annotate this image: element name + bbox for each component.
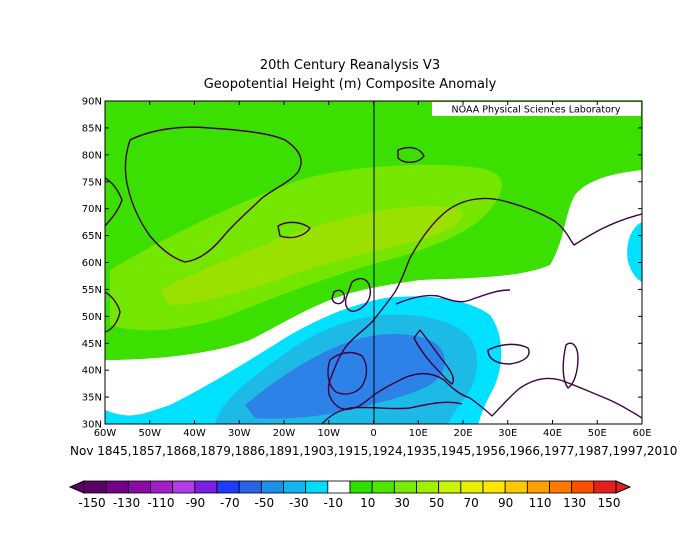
colorbar-swatch: [105, 480, 129, 494]
lon-tick-label: 40W: [183, 428, 206, 439]
lon-tick-label: 30W: [228, 428, 251, 439]
colorbar-swatch: [127, 480, 151, 494]
colorbar-swatch: [172, 480, 196, 494]
lon-tick-label: 10W: [317, 428, 340, 439]
lat-tick-label: 60N: [82, 258, 102, 269]
colorbar-swatch: [150, 480, 174, 494]
coast-eurasia: [327, 197, 642, 419]
coast-iberia: [327, 351, 368, 395]
contour-negative-east: [627, 222, 642, 282]
lon-tick-label: 30E: [498, 428, 517, 439]
colorbar-swatch: [349, 480, 373, 494]
colorbar-label: -110: [147, 496, 174, 510]
colorbar-swatch: [526, 480, 550, 494]
contour-positive-strong: [160, 205, 463, 305]
colorbar-swatch: [305, 480, 329, 494]
colorbar-swatch: [194, 480, 218, 494]
colorbar-label: -150: [78, 496, 105, 510]
colorbar-label: 90: [498, 496, 513, 510]
lon-tick-label: 40E: [543, 428, 562, 439]
lat-tick-label: 70N: [82, 204, 102, 215]
coast-iceland: [277, 221, 311, 239]
map-title: 20th Century Reanalysis V3: [259, 58, 441, 73]
coast-black-sea: [487, 343, 530, 365]
colorbar-swatch: [416, 480, 440, 494]
lat-tick-label: 75N: [82, 177, 102, 188]
colorbar-label: -130: [113, 496, 140, 510]
lat-tick-label: 45N: [82, 339, 102, 350]
lon-tick-label: 20E: [453, 428, 472, 439]
lat-tick-label: 35N: [82, 393, 102, 404]
coast-labrador: [105, 177, 123, 227]
coast-newfoundland: [105, 291, 121, 333]
colorbar-swatch: [571, 480, 595, 494]
colorbar-label: -50: [255, 496, 275, 510]
contour-negative-strong: [245, 333, 445, 419]
colorbar-label: 50: [429, 496, 444, 510]
lat-tick-label: 85N: [82, 123, 102, 134]
colorbar-swatch: [371, 480, 395, 494]
colorbar-arrow-low: [68, 480, 85, 494]
lon-tick-label: 50E: [588, 428, 607, 439]
colorbar-swatch: [393, 480, 417, 494]
coast-caspian: [562, 342, 579, 389]
coast-ireland: [331, 289, 346, 305]
lat-tick-label: 40N: [82, 366, 102, 377]
colorbar-label: 110: [529, 496, 552, 510]
colorbar-arrow-high: [615, 480, 632, 494]
credit-label: NOAA Physical Sciences Laboratory: [452, 105, 621, 116]
lon-tick-label: 0: [370, 428, 376, 439]
lat-tick-label: 65N: [82, 231, 102, 242]
credit-box: [432, 102, 641, 116]
coast-greenland: [124, 126, 302, 263]
longitude-axis: 60W 50W 40W 30W 20W 10W 0 10E 20E 30E 40E 50E 60E: [94, 101, 652, 439]
colorbar-swatch: [327, 480, 351, 494]
lon-tick-label: 60W: [94, 428, 117, 439]
colorbar-swatch: [482, 480, 506, 494]
colorbar-swatch: [238, 480, 262, 494]
composite-dates: Nov 1845,1857,1868,1879,1886,1891,1903,1…: [70, 444, 678, 458]
lon-tick-label: 10E: [409, 428, 428, 439]
coast-svalbard: [397, 146, 425, 163]
colorbar-label: -30: [289, 496, 309, 510]
lat-tick-label: 90N: [82, 97, 102, 108]
colorbar-swatch: [549, 480, 573, 494]
map-subtitle: Geopotential Height (m) Composite Anomal…: [203, 77, 497, 92]
colorbar-swatch: [460, 480, 484, 494]
colorbar-label: -70: [220, 496, 240, 510]
colorbar-swatch: [593, 480, 617, 494]
coast-africa: [321, 401, 463, 424]
colorbar-swatch: [216, 480, 240, 494]
colorbar-swatch: [438, 480, 462, 494]
colorbar-swatch: [504, 480, 528, 494]
lon-tick-label: 20W: [273, 428, 296, 439]
colorbar-label: 150: [598, 496, 621, 510]
colorbar-label: 10: [360, 496, 375, 510]
latitude-axis: 90N 85N 80N 75N 70N 65N 60N 55N 50N 45N 40N 35N 30N: [82, 97, 642, 431]
colorbar-swatch: [260, 480, 284, 494]
coast-britain: [344, 277, 372, 312]
lat-tick-label: 50N: [82, 312, 102, 323]
lat-tick-label: 55N: [82, 285, 102, 296]
colorbar-label: 70: [463, 496, 478, 510]
colorbar-label: 30: [395, 496, 410, 510]
lat-tick-label: 80N: [82, 150, 102, 161]
colorbar-label: 130: [563, 496, 586, 510]
coast-italy: [413, 329, 454, 385]
lon-tick-label: 60E: [632, 428, 651, 439]
lat-tick-label: 30N: [82, 420, 102, 431]
colorbar-swatch: [83, 480, 107, 494]
colorbar-label: -90: [186, 496, 206, 510]
coastlines: [105, 126, 642, 424]
colorbar: -150 -130 -110 -90 -70 -50 -30 -10 10 30 50 70 90 110…: [68, 480, 632, 510]
colorbar-swatch: [283, 480, 307, 494]
lon-tick-label: 50W: [138, 428, 161, 439]
colorbar-label: -10: [323, 496, 343, 510]
